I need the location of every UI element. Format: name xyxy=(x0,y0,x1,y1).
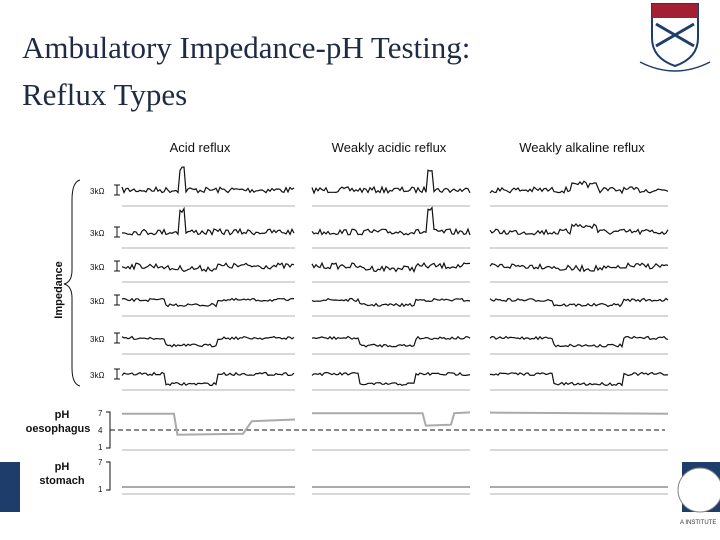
figure-bg xyxy=(20,120,682,520)
logo xyxy=(639,3,711,72)
column-header: Weakly acidic reflux xyxy=(332,140,447,155)
impedance-trace xyxy=(121,262,295,273)
channel-label: 3kΩ xyxy=(90,187,104,196)
impedance-trace xyxy=(311,169,471,195)
scale-bar xyxy=(114,294,120,306)
ph-trace xyxy=(121,412,296,436)
bracket xyxy=(63,179,81,387)
column-header: Acid reflux xyxy=(170,140,231,155)
scale-bar xyxy=(114,368,120,380)
seal xyxy=(677,467,720,513)
impedance-trace xyxy=(489,297,669,308)
ph-trace xyxy=(489,411,669,415)
scale-bar xyxy=(114,260,120,272)
scale-bar xyxy=(114,226,120,238)
impedance-trace xyxy=(121,371,295,386)
channel-label: 3kΩ xyxy=(90,263,104,272)
impedance-label: Impedance xyxy=(53,261,65,318)
impedance-trace xyxy=(121,297,295,308)
ph-tick: 7 xyxy=(98,409,103,418)
ph-label: pH xyxy=(55,409,70,421)
impedance-trace xyxy=(311,335,471,348)
impedance-trace xyxy=(311,297,471,308)
ph-label: pH xyxy=(55,461,70,473)
impedance-trace xyxy=(311,261,471,273)
ph-tick: 7 xyxy=(98,458,103,467)
column-header: Weakly alkaline reflux xyxy=(519,140,645,155)
impedance-trace xyxy=(489,371,668,387)
impedance-trace xyxy=(121,206,295,236)
channel-label: 3kΩ xyxy=(90,335,104,344)
scale-bar xyxy=(114,184,120,196)
impedance-trace xyxy=(311,206,471,236)
impedance-trace xyxy=(121,335,295,348)
impedance-trace xyxy=(489,262,669,273)
footer-text: A INSTITUTE xyxy=(680,520,716,526)
impedance-trace xyxy=(489,335,669,348)
title-line: Ambulatory Impedance-pH Testing: xyxy=(22,30,470,65)
ph-label: oesophagus xyxy=(26,423,91,435)
impedance-trace xyxy=(489,180,669,195)
channel-label: 3kΩ xyxy=(90,229,104,238)
ph-label: stomach xyxy=(39,475,85,487)
ph-tick: 4 xyxy=(98,426,103,435)
scale-bar xyxy=(114,332,120,344)
channel-label: 3kΩ xyxy=(90,371,104,380)
title-line: Reflux Types xyxy=(22,77,187,112)
ph-trace xyxy=(312,411,471,427)
impedance-trace xyxy=(311,371,471,386)
channel-label: 3kΩ xyxy=(90,297,104,306)
ph-bracket xyxy=(106,461,111,491)
impedance-trace xyxy=(489,222,669,236)
ph-tick: 1 xyxy=(98,443,103,452)
impedance-trace xyxy=(121,166,295,195)
ph-tick: 1 xyxy=(98,485,103,494)
